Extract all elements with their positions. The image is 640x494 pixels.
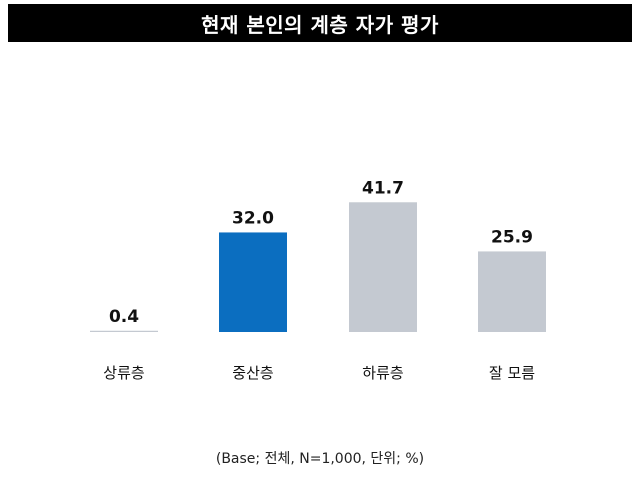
chart-footnote: (Base; 전체, N=1,000, 단위; %) — [215, 451, 425, 467]
data-label-4: 25.9 — [491, 227, 533, 247]
data-label-3: 41.7 — [362, 178, 404, 198]
bar-1 — [90, 330, 158, 332]
data-label-1: 0.4 — [109, 307, 139, 327]
category-label-4: 잘 모름 — [489, 364, 535, 382]
category-label-3: 하류층 — [362, 364, 403, 382]
category-label-1: 상류층 — [103, 364, 144, 382]
category-label-2: 중산층 — [232, 364, 273, 382]
chart-title: 현재 본인의 계층 자가 평가 — [8, 4, 632, 42]
bar-3 — [349, 202, 417, 332]
bar-4 — [478, 251, 546, 332]
bar-2 — [219, 232, 287, 332]
data-label-2: 32.0 — [232, 208, 274, 228]
